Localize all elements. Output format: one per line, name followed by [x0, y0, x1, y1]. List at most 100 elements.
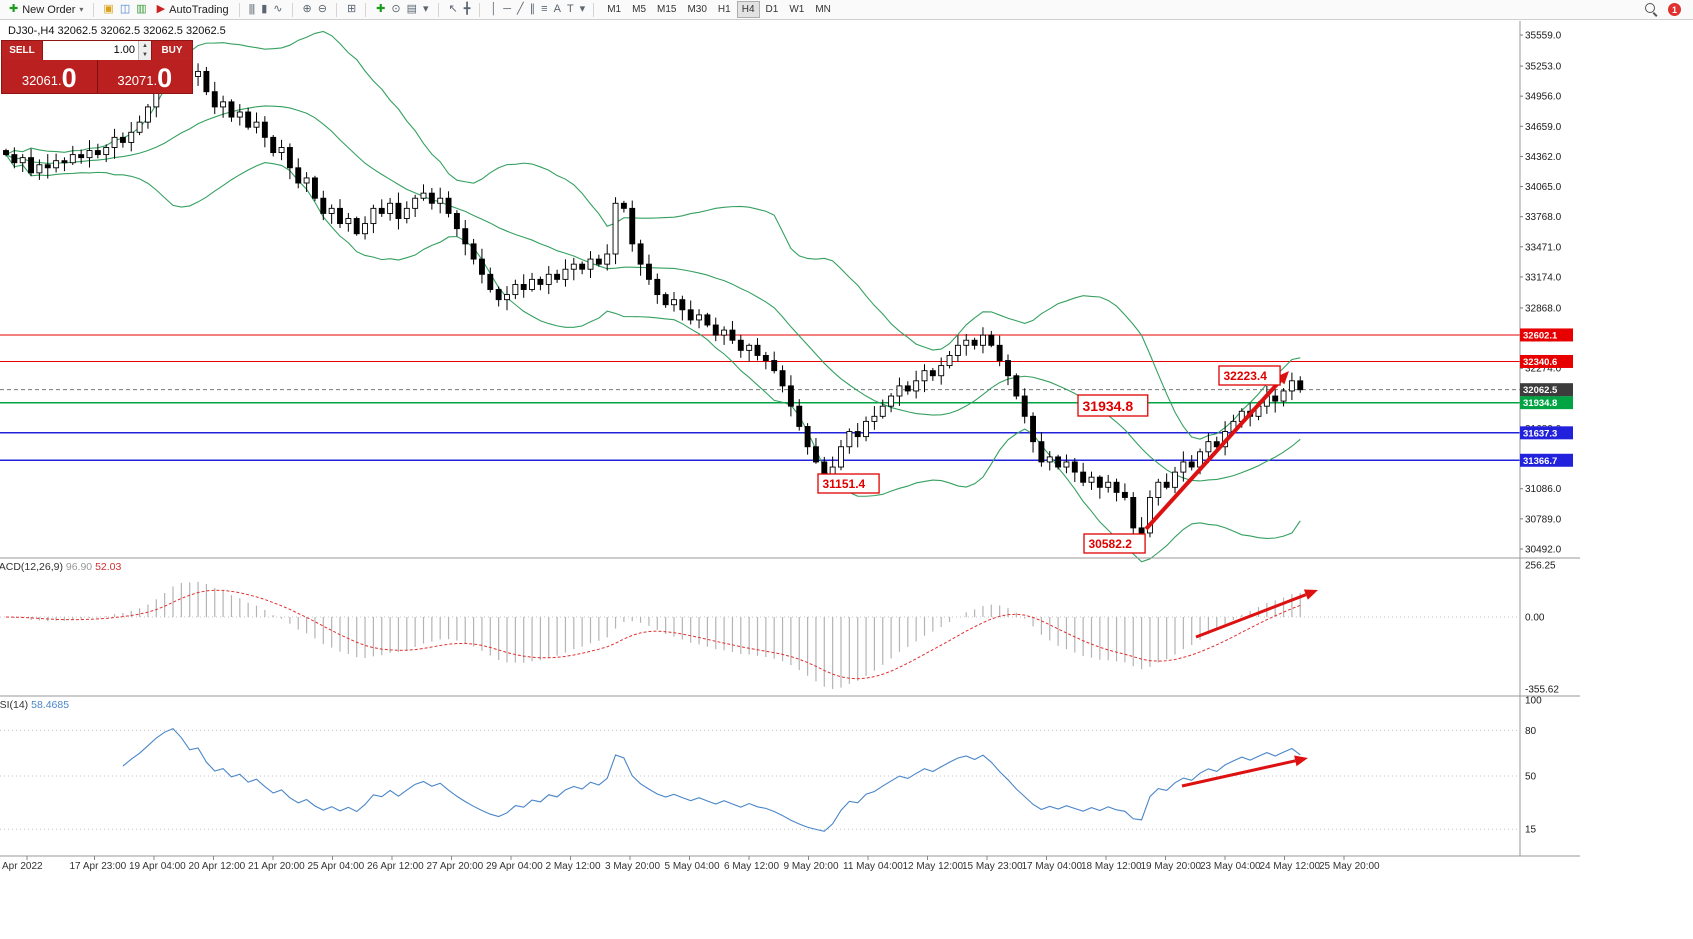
buy-price-big-digit: 0: [157, 63, 173, 94]
svg-text:32062.5: 32062.5: [1523, 385, 1558, 396]
data-window-icon[interactable]: ▥: [136, 3, 146, 15]
search-icon[interactable]: [1645, 3, 1658, 16]
svg-text:30582.2: 30582.2: [1089, 537, 1133, 551]
timeframe-m30[interactable]: M30: [687, 4, 707, 15]
toolbar-icon-group-left: ▣ ◫ ▥: [99, 4, 149, 15]
tile-windows-icon[interactable]: ⊞: [346, 3, 356, 15]
svg-text:34362.0: 34362.0: [1525, 152, 1562, 163]
timeframe-h1[interactable]: H1: [717, 4, 731, 15]
svg-text:Apr 2022: Apr 2022: [2, 861, 43, 872]
svg-text:33174.0: 33174.0: [1525, 272, 1562, 283]
shapes-icon[interactable]: ▾: [579, 3, 585, 15]
templates-caret-icon[interactable]: ▾: [423, 3, 428, 15]
macd-name: MACD(12,26,9): [0, 561, 63, 573]
macd-panel-divider[interactable]: [0, 556, 1580, 560]
svg-text:15: 15: [1525, 825, 1537, 836]
fibonacci-icon[interactable]: ≡: [541, 3, 548, 15]
svg-text:0.00: 0.00: [1525, 613, 1545, 624]
timeframe-w1[interactable]: W1: [789, 4, 805, 15]
svg-text:32274.0: 32274.0: [1525, 364, 1562, 375]
svg-text:31086.0: 31086.0: [1525, 484, 1562, 495]
macd-main-value: 96.90: [65, 561, 93, 573]
periods-icon[interactable]: ⊙: [391, 3, 400, 15]
svg-text:35253.0: 35253.0: [1525, 62, 1562, 73]
svg-text:-355.62: -355.62: [1525, 685, 1559, 696]
svg-text:19 Apr 04:00: 19 Apr 04:00: [129, 861, 186, 872]
svg-text:31934.8: 31934.8: [1083, 398, 1134, 414]
trendline-icon[interactable]: ╱: [517, 3, 524, 15]
time-axis[interactable]: [0, 857, 1520, 875]
buy-price-small: 32071.: [117, 72, 158, 88]
one-click-trading-panel: SELL 1.00 ▲ ▼ BUY 32061. 0 32071. 0: [1, 40, 193, 94]
svg-text:33471.0: 33471.0: [1525, 242, 1562, 253]
cursor-icon[interactable]: ↖: [448, 3, 458, 15]
zoom-in-icon[interactable]: ⊕: [302, 3, 312, 15]
svg-text:11 May 04:00: 11 May 04:00: [843, 861, 903, 872]
svg-text:25 Apr 04:00: 25 Apr 04:00: [308, 861, 365, 872]
timeframe-mn[interactable]: MN: [815, 4, 831, 15]
templates-icon[interactable]: ▤: [406, 3, 417, 15]
new-order-button[interactable]: ✚ New Order ▾: [4, 3, 88, 17]
svg-text:19 May 20:00: 19 May 20:00: [1141, 861, 1202, 872]
channel-icon[interactable]: ∥: [529, 3, 535, 15]
timeframe-h4[interactable]: H4: [736, 1, 760, 18]
bar-chart-icon[interactable]: |||: [248, 3, 256, 15]
sell-button[interactable]: SELL: [2, 41, 42, 60]
volume-stepper[interactable]: ▲ ▼: [138, 41, 151, 60]
svg-text:32868.0: 32868.0: [1525, 303, 1562, 314]
market-watch-icon[interactable]: ◫: [119, 3, 130, 15]
svg-text:31934.8: 31934.8: [1523, 398, 1557, 409]
toolbar-separator: [593, 2, 595, 17]
buy-price[interactable]: 32071. 0: [97, 60, 192, 94]
ticket-icon[interactable]: ▣: [103, 3, 113, 15]
volume-input[interactable]: 1.00 ▲ ▼: [42, 41, 152, 60]
macd-signal-value: 52.03: [95, 561, 122, 573]
svg-text:34956.0: 34956.0: [1525, 92, 1562, 103]
svg-text:17 May 04:00: 17 May 04:00: [1022, 861, 1083, 872]
indicators-icon[interactable]: ✚: [376, 3, 385, 15]
timeframe-m1[interactable]: M1: [607, 4, 622, 15]
svg-text:80: 80: [1525, 726, 1537, 737]
text-icon[interactable]: A: [553, 3, 561, 15]
sell-price[interactable]: 32061. 0: [2, 60, 98, 93]
timeframe-d1[interactable]: D1: [765, 4, 779, 15]
svg-text:17 Apr 23:00: 17 Apr 23:00: [70, 861, 127, 872]
svg-text:6 May 12:00: 6 May 12:00: [724, 861, 779, 872]
svg-text:18 May 12:00: 18 May 12:00: [1081, 861, 1142, 872]
svg-text:2 May 12:00: 2 May 12:00: [546, 861, 601, 872]
svg-text:25 May 20:00: 25 May 20:00: [1319, 861, 1380, 872]
volume-up-icon[interactable]: ▲: [139, 41, 151, 51]
volume-down-icon[interactable]: ▼: [139, 50, 151, 60]
price-axis[interactable]: [1520, 21, 1580, 856]
svg-text:100: 100: [1525, 696, 1542, 707]
svg-text:9 May 20:00: 9 May 20:00: [784, 861, 839, 872]
horizontal-line-icon[interactable]: ─: [503, 3, 511, 15]
buy-button[interactable]: BUY: [152, 41, 192, 60]
timeframe-m5[interactable]: M5: [632, 4, 647, 15]
zoom-out-icon[interactable]: ⊖: [317, 3, 327, 15]
timeframe-m15[interactable]: M15: [657, 4, 677, 15]
autotrading-button[interactable]: ▶ AutoTrading: [152, 3, 234, 17]
svg-text:5 May 04:00: 5 May 04:00: [665, 861, 720, 872]
sell-price-small: 32061.: [21, 72, 62, 88]
autotrading-icon: ▶: [156, 3, 166, 15]
candlestick-chart-icon[interactable]: ▮: [261, 3, 267, 15]
svg-text:34659.0: 34659.0: [1525, 122, 1562, 133]
svg-text:35559.0: 35559.0: [1525, 31, 1562, 42]
volume-value: 1.00: [113, 44, 135, 56]
svg-text:50: 50: [1525, 772, 1537, 783]
rsi-panel-divider[interactable]: [0, 694, 1580, 698]
toolbar-right-group: 1: [1645, 3, 1689, 16]
toolbar-separator: [93, 2, 95, 17]
svg-text:30492.0: 30492.0: [1525, 545, 1562, 556]
rsi-value: 58.4685: [31, 699, 70, 711]
text-label-icon[interactable]: T: [566, 3, 574, 15]
notification-badge[interactable]: 1: [1668, 3, 1681, 16]
vertical-line-icon[interactable]: │: [490, 3, 497, 15]
crosshair-icon[interactable]: ╋: [463, 3, 471, 15]
macd-indicator-label: MACD(12,26,9) 96.90 52.03: [0, 561, 121, 573]
line-chart-icon[interactable]: ∿: [273, 3, 282, 15]
svg-text:32602.1: 32602.1: [1523, 330, 1558, 341]
svg-text:26 Apr 12:00: 26 Apr 12:00: [367, 861, 424, 872]
